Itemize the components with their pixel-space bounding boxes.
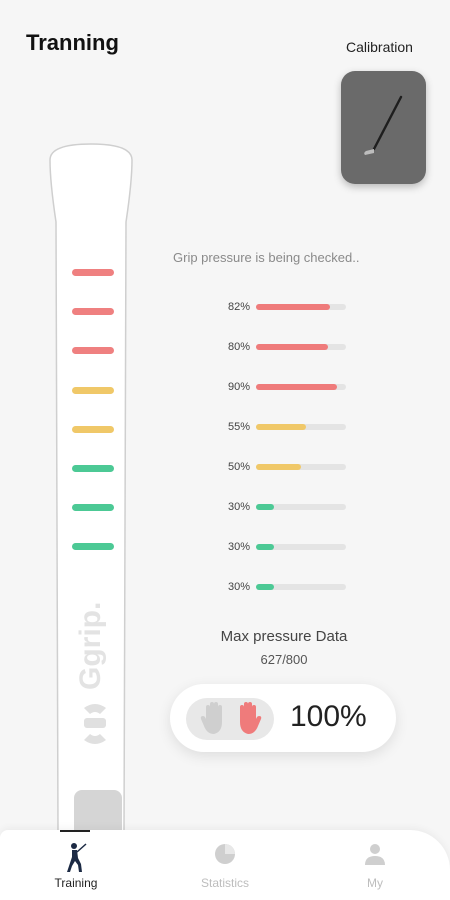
- tab-training-label: Training: [54, 876, 98, 890]
- page-title: Tranning: [26, 30, 119, 55]
- grip-sensor-stripe: [72, 504, 114, 512]
- tab-training[interactable]: Training: [26, 830, 126, 900]
- calibration-label: Calibration: [346, 39, 413, 55]
- ggrip-logo-icon: [84, 704, 106, 744]
- pressure-bar-percent: 30%: [227, 501, 250, 513]
- pressure-bar-fill: [256, 464, 301, 470]
- pressure-bar-fill: [256, 344, 328, 350]
- grip-sensor-stripe: [72, 425, 114, 433]
- active-tab-indicator: [60, 830, 90, 832]
- pressure-bar-percent: 82%: [227, 301, 250, 313]
- grip-sensor-stripe: [72, 347, 114, 355]
- pressure-bar-track: [256, 504, 346, 510]
- pressure-bar-percent: 55%: [227, 421, 250, 433]
- pressure-bar-fill: [256, 544, 274, 550]
- tab-my-label: My: [367, 876, 383, 890]
- pressure-bar-track: [256, 384, 346, 390]
- pressure-bar-percent: 30%: [227, 541, 250, 553]
- pressure-bar-fill: [256, 504, 274, 510]
- pressure-bar-fill: [256, 584, 274, 590]
- grip-sensor-stripe: [72, 386, 114, 394]
- pressure-bar-track: [256, 544, 346, 550]
- user-icon: [365, 844, 385, 865]
- pressure-bar-percent: 50%: [227, 461, 250, 473]
- tab-statistics-label: Statistics: [200, 876, 249, 890]
- pressure-bar-track: [256, 304, 346, 310]
- grip-sensor-stripe: [72, 543, 114, 551]
- bottom-tab-bar: Training Statistics My: [0, 830, 450, 900]
- tab-statistics[interactable]: Statistics: [175, 830, 275, 900]
- status-text: Grip pressure is being checked..: [173, 250, 360, 265]
- pressure-bar-track: [256, 424, 346, 430]
- pressure-bar-track: [256, 464, 346, 470]
- grip-sensor-stripe: [72, 465, 114, 472]
- grip-logo-text: Ggrip.: [74, 601, 107, 690]
- grip-cap: [74, 790, 122, 832]
- pressure-bar-percent: 30%: [227, 581, 250, 593]
- pie-chart-icon: [215, 844, 235, 864]
- hands-indicator: [186, 698, 274, 740]
- pressure-percent: 100%: [290, 700, 367, 733]
- tab-my[interactable]: My: [325, 830, 425, 900]
- pressure-card: 100%: [170, 684, 396, 752]
- calibration-button[interactable]: [341, 71, 426, 184]
- golfer-icon: [67, 843, 87, 872]
- pressure-bar-percent: 80%: [227, 341, 250, 353]
- grip-sensor-stripe: [72, 308, 114, 316]
- grip-sensor-stripe: [72, 269, 114, 276]
- pressure-bar-track: [256, 584, 346, 590]
- right-hand-icon: [240, 702, 262, 734]
- pressure-bar-fill: [256, 304, 330, 310]
- max-pressure-title: Max pressure Data: [220, 628, 348, 645]
- pressure-bar-fill: [256, 424, 306, 430]
- pressure-bar-track: [256, 344, 346, 350]
- golf-club-icon: [364, 95, 403, 155]
- pressure-bar-percent: 90%: [227, 381, 250, 393]
- pressure-bar-fill: [256, 384, 337, 390]
- left-hand-icon: [200, 702, 222, 734]
- max-pressure-value: 627/800: [260, 652, 308, 667]
- grip-outline: [49, 143, 133, 832]
